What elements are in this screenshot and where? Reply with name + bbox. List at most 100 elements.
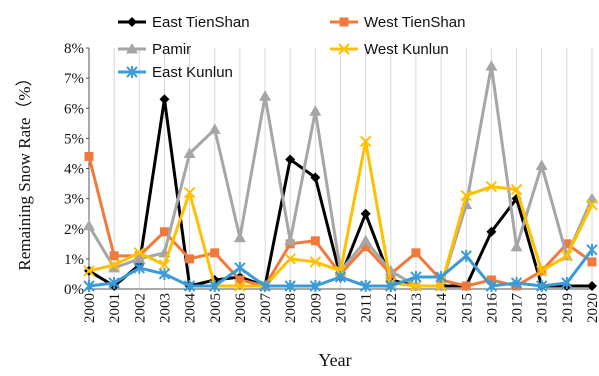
data-point [133, 247, 146, 259]
data-point [208, 123, 221, 134]
legend-item: East TienShan [118, 14, 250, 31]
data-point [108, 261, 121, 273]
data-point [435, 280, 447, 292]
series-east-kunlun [83, 243, 598, 292]
data-point [310, 236, 320, 246]
y-tick-label: 6% [64, 101, 84, 117]
x-tick-label: 2011 [359, 293, 375, 322]
data-point [411, 248, 421, 258]
data-point [562, 239, 572, 249]
data-point [158, 267, 171, 280]
legend-label: East TienShan [152, 14, 250, 31]
x-tick-label: 2016 [484, 293, 500, 324]
data-point [234, 280, 246, 292]
data-point [126, 43, 138, 54]
x-tick-label: 2018 [535, 293, 551, 323]
x-tick-label: 2004 [183, 293, 199, 324]
data-point [587, 280, 597, 291]
data-point [510, 183, 523, 196]
data-point [535, 279, 548, 292]
data-point [334, 270, 347, 283]
data-point [133, 261, 146, 274]
data-point [361, 242, 371, 252]
data-point [461, 281, 471, 291]
data-point [561, 276, 573, 289]
data-point [183, 279, 196, 292]
data-point [485, 180, 498, 193]
legend-label: Pamir [152, 41, 191, 58]
data-point [485, 60, 498, 71]
x-axis-label: Year [318, 350, 351, 370]
data-point [183, 186, 196, 199]
x-tick-label: 2000 [82, 293, 98, 323]
series-west-kunlun [83, 135, 598, 292]
x-tick-label: 2009 [308, 293, 324, 323]
x-tick-label: 2010 [334, 293, 350, 323]
data-point [210, 248, 220, 258]
data-point [309, 279, 322, 292]
data-point [109, 251, 119, 261]
data-point [158, 259, 171, 271]
data-point [83, 219, 95, 231]
x-tick-label: 2013 [409, 293, 425, 323]
data-point [338, 43, 350, 55]
x-tick-label: 2014 [434, 293, 450, 324]
legend-item: East Kunlun [118, 64, 233, 81]
y-tick-label: 7% [64, 71, 84, 87]
data-point [310, 172, 321, 183]
data-point [284, 234, 297, 246]
y-tick-labels: 0% 1% 2% 3% 4% 5% 6% 7% 8% [64, 41, 89, 298]
y-tick-label: 2% [64, 222, 84, 238]
x-tick-label: 2001 [107, 293, 123, 323]
legend-item: West Kunlun [330, 41, 449, 58]
series-layer [83, 60, 598, 292]
data-point [360, 208, 371, 219]
y-tick-label: 3% [64, 192, 84, 208]
data-point [234, 261, 246, 274]
y-axis-label: Remaining Snow Rate（%） [15, 69, 34, 270]
data-point [284, 253, 296, 265]
x-tick-label: 2020 [585, 293, 599, 323]
data-point [586, 243, 598, 256]
data-point [309, 105, 322, 116]
data-point [510, 276, 523, 289]
x-tick-label: 2012 [384, 293, 400, 323]
x-tick-labels: 2000 2001 2002 2003 2004 2005 2006 2007 2008 2009… [82, 293, 599, 324]
legend-label: East Kunlun [152, 64, 233, 81]
data-point [561, 250, 573, 262]
data-point [83, 265, 95, 277]
data-point [133, 252, 146, 264]
data-point [209, 279, 221, 292]
x-tick-label: 2015 [459, 293, 475, 323]
data-point [159, 227, 169, 237]
data-point [535, 265, 548, 277]
data-point [535, 159, 548, 170]
data-point [359, 135, 372, 148]
data-point [359, 279, 372, 292]
data-point [486, 226, 497, 237]
data-point [159, 94, 170, 105]
y-tick-label: 1% [64, 252, 84, 268]
data-point [84, 151, 94, 161]
x-tick-label: 2007 [258, 293, 274, 324]
x-tick-label: 2019 [560, 293, 576, 323]
data-point [587, 257, 597, 267]
x-tick-label: 2005 [208, 293, 224, 323]
data-point [586, 198, 598, 211]
legend-item: West TienShan [330, 14, 465, 31]
data-point [185, 254, 195, 264]
data-point [510, 240, 523, 252]
x-tick-label: 2003 [157, 293, 173, 323]
data-point [285, 154, 296, 165]
y-tick-label: 5% [64, 131, 84, 147]
data-point [486, 275, 496, 285]
data-point [108, 276, 120, 289]
legend-label: West Kunlun [364, 41, 449, 58]
x-tick-label: 2017 [510, 293, 526, 324]
data-point [359, 234, 372, 246]
data-point [83, 279, 95, 292]
y-tick-label: 8% [64, 41, 84, 57]
x-tick-label: 2002 [132, 293, 148, 323]
data-point [410, 280, 422, 292]
